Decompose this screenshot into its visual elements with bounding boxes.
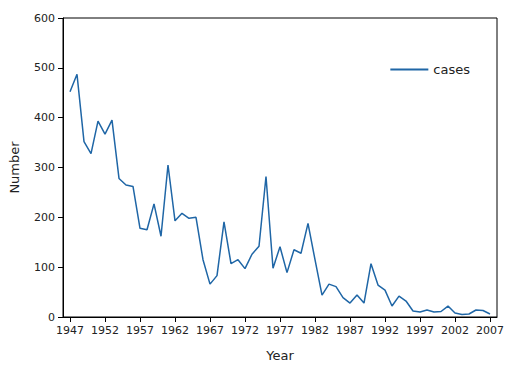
- svg-text:1957: 1957: [126, 324, 154, 337]
- svg-text:Number: Number: [7, 141, 22, 194]
- svg-text:2002: 2002: [441, 324, 469, 337]
- svg-text:1987: 1987: [336, 324, 364, 337]
- svg-text:Year: Year: [265, 348, 294, 363]
- svg-text:1967: 1967: [196, 324, 224, 337]
- svg-text:1952: 1952: [91, 324, 119, 337]
- svg-text:1992: 1992: [371, 324, 399, 337]
- svg-text:1982: 1982: [301, 324, 329, 337]
- svg-text:1977: 1977: [266, 324, 294, 337]
- svg-text:500: 500: [34, 61, 55, 74]
- svg-text:cases: cases: [433, 62, 470, 77]
- svg-text:0: 0: [48, 311, 55, 324]
- svg-text:400: 400: [34, 111, 55, 124]
- svg-text:200: 200: [34, 211, 55, 224]
- svg-text:2007: 2007: [476, 324, 504, 337]
- svg-text:1972: 1972: [231, 324, 259, 337]
- svg-text:1962: 1962: [161, 324, 189, 337]
- svg-text:300: 300: [34, 161, 55, 174]
- svg-text:100: 100: [34, 261, 55, 274]
- svg-text:600: 600: [34, 12, 55, 25]
- svg-text:1997: 1997: [406, 324, 434, 337]
- svg-text:1947: 1947: [56, 324, 84, 337]
